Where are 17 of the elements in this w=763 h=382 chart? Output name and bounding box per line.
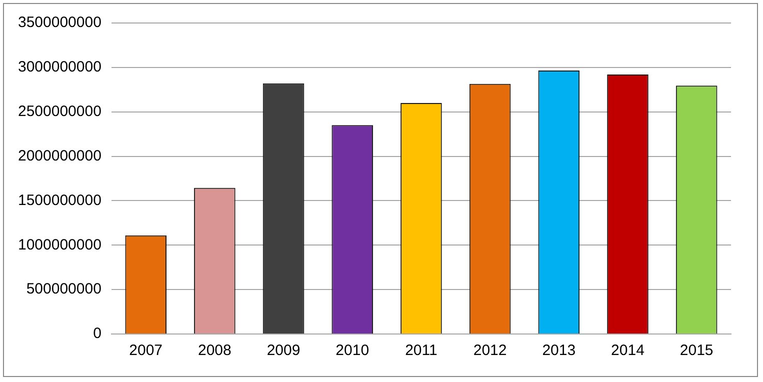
x-tick-label: 2010 bbox=[336, 342, 370, 360]
x-tick-label: 2008 bbox=[198, 342, 232, 360]
x-tick-label: 2012 bbox=[473, 342, 507, 360]
x-tick-label: 2015 bbox=[680, 342, 714, 360]
y-tick-label: 1000000000 bbox=[18, 236, 102, 254]
x-tick-label: 2014 bbox=[611, 342, 644, 360]
x-tick-label: 2013 bbox=[542, 342, 576, 360]
x-tick-label: 2007 bbox=[129, 342, 163, 360]
y-tick-label: 0 bbox=[93, 325, 102, 342]
y-tick-label: 500000000 bbox=[26, 280, 102, 298]
y-tick-label: 2500000000 bbox=[18, 103, 102, 120]
x-tick-label: 2011 bbox=[405, 342, 438, 360]
x-tick-label: 2009 bbox=[266, 342, 300, 360]
y-tick-label: 3500000000 bbox=[18, 14, 102, 32]
y-tick-label: 3000000000 bbox=[18, 58, 102, 76]
y-tick-label: 1500000000 bbox=[18, 192, 102, 209]
y-tick-label: 2000000000 bbox=[18, 147, 102, 164]
